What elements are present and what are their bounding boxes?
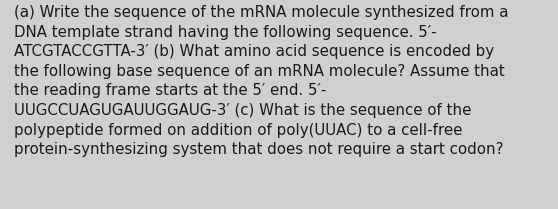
Text: (a) Write the sequence of the mRNA molecule synthesized from a
DNA template stra: (a) Write the sequence of the mRNA molec…	[14, 5, 508, 157]
